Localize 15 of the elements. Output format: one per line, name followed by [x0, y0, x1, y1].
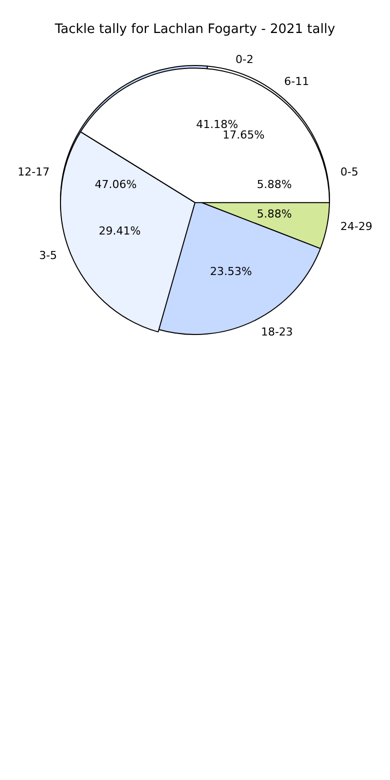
slice-label: 12-17 — [18, 166, 50, 179]
data-label: 5.88% — [256, 208, 292, 221]
slice-label: 0-2 — [235, 53, 254, 66]
data-label: 47.06% — [94, 178, 137, 192]
data-label: 41.18% — [196, 118, 238, 131]
slice-label: 6-11 — [284, 74, 310, 88]
chart-title: Tackle tally for Lachlan Fogarty - 2021 tally — [54, 22, 336, 37]
data-label: 17.65% — [222, 128, 265, 142]
slice-label: 3-5 — [39, 248, 58, 262]
data-label: 23.53% — [210, 265, 252, 278]
slice-label: 24-29 — [340, 220, 372, 234]
data-label: 29.41% — [98, 224, 141, 238]
data-label: 5.88% — [256, 178, 292, 192]
slice-label: 18-23 — [260, 325, 293, 338]
slice-label: 0-5 — [340, 166, 358, 179]
